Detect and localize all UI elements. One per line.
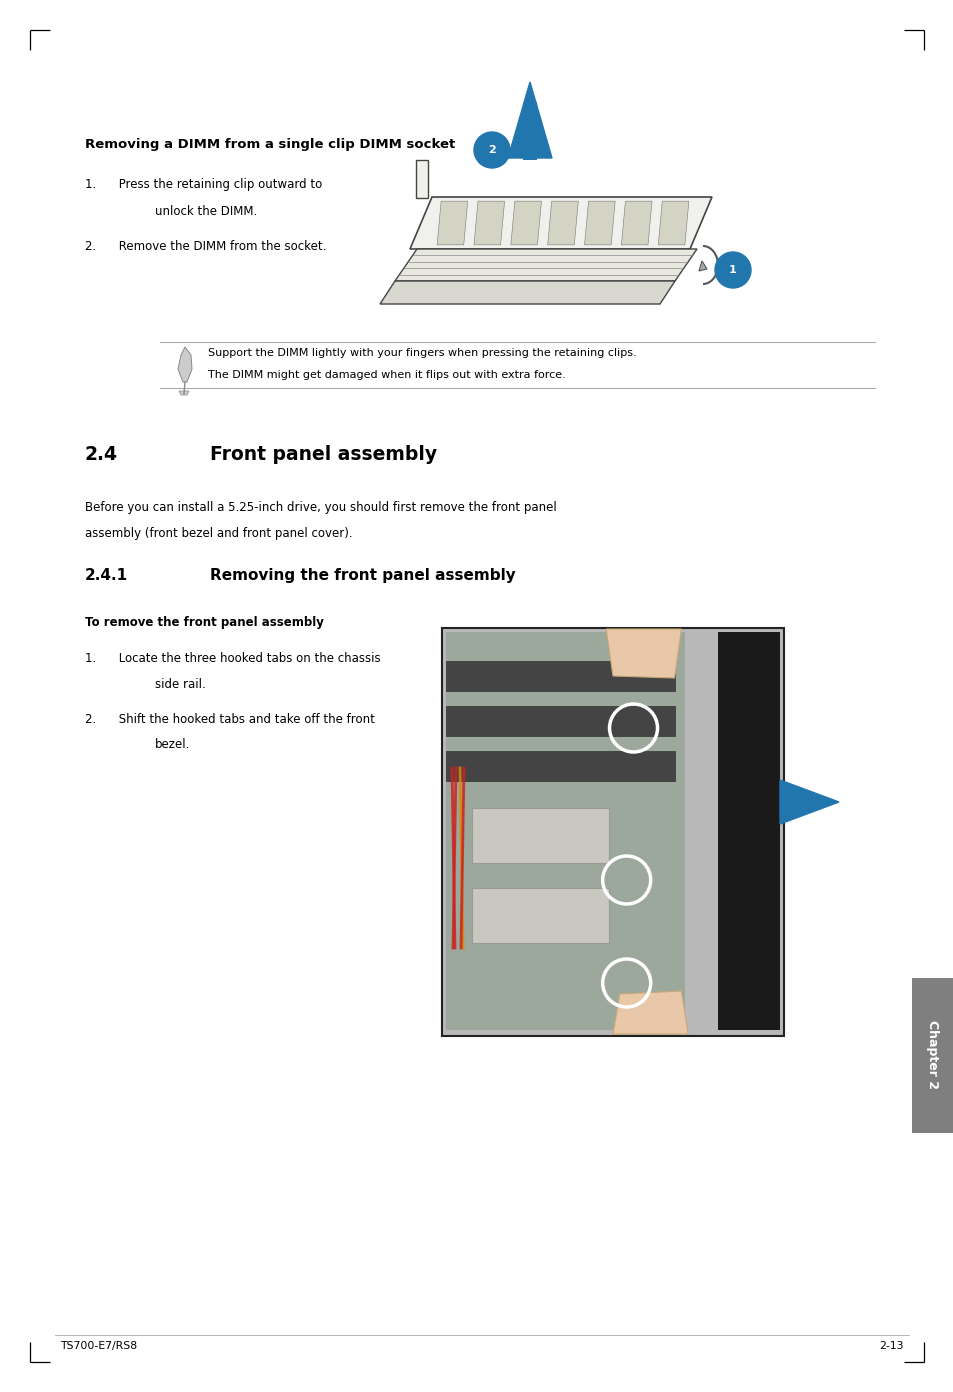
Polygon shape (395, 249, 697, 281)
Polygon shape (507, 82, 552, 159)
Polygon shape (510, 202, 541, 245)
Circle shape (474, 132, 510, 168)
Text: 2.      Shift the hooked tabs and take off the front: 2. Shift the hooked tabs and take off th… (85, 713, 375, 727)
FancyBboxPatch shape (911, 977, 953, 1133)
Text: 2.      Remove the DIMM from the socket.: 2. Remove the DIMM from the socket. (85, 239, 326, 253)
FancyBboxPatch shape (441, 628, 783, 1036)
Text: 1: 1 (728, 264, 736, 276)
Text: 2.4.1: 2.4.1 (85, 568, 128, 583)
Polygon shape (780, 780, 838, 824)
FancyBboxPatch shape (446, 632, 684, 1030)
Polygon shape (699, 262, 706, 271)
Polygon shape (547, 202, 578, 245)
Polygon shape (605, 629, 680, 678)
Text: 2.4: 2.4 (85, 445, 118, 464)
Polygon shape (584, 202, 615, 245)
FancyBboxPatch shape (472, 807, 608, 863)
Polygon shape (179, 391, 189, 395)
FancyBboxPatch shape (446, 661, 674, 690)
Polygon shape (620, 202, 651, 245)
Text: Front panel assembly: Front panel assembly (210, 445, 436, 464)
Text: 2: 2 (488, 145, 496, 155)
Text: 1.      Press the retaining clip outward to: 1. Press the retaining clip outward to (85, 178, 322, 191)
Text: TS700-E7/RS8: TS700-E7/RS8 (60, 1340, 137, 1352)
Text: 2-13: 2-13 (879, 1340, 903, 1352)
Text: Removing a DIMM from a single clip DIMM socket: Removing a DIMM from a single clip DIMM … (85, 138, 455, 150)
FancyBboxPatch shape (446, 706, 674, 736)
Text: side rail.: side rail. (154, 678, 206, 690)
FancyBboxPatch shape (416, 160, 428, 198)
FancyBboxPatch shape (446, 752, 674, 781)
Text: bezel.: bezel. (154, 738, 191, 752)
Text: Chapter 2: Chapter 2 (925, 1020, 939, 1090)
Text: unlock the DIMM.: unlock the DIMM. (154, 205, 257, 219)
Text: Before you can install a 5.25-inch drive, you should first remove the front pane: Before you can install a 5.25-inch drive… (85, 501, 557, 514)
FancyBboxPatch shape (718, 632, 780, 1030)
Polygon shape (436, 202, 467, 245)
Polygon shape (379, 281, 675, 303)
Polygon shape (658, 202, 688, 245)
Text: Support the DIMM lightly with your fingers when pressing the retaining clips.: Support the DIMM lightly with your finge… (208, 348, 636, 358)
Polygon shape (474, 202, 504, 245)
Text: 1.      Locate the three hooked tabs on the chassis: 1. Locate the three hooked tabs on the c… (85, 651, 380, 665)
Text: Removing the front panel assembly: Removing the front panel assembly (210, 568, 516, 583)
Text: To remove the front panel assembly: To remove the front panel assembly (85, 617, 323, 629)
Polygon shape (410, 198, 711, 249)
Polygon shape (178, 347, 192, 381)
FancyBboxPatch shape (472, 888, 608, 942)
Polygon shape (613, 991, 687, 1034)
Text: assembly (front bezel and front panel cover).: assembly (front bezel and front panel co… (85, 528, 353, 540)
Text: The DIMM might get damaged when it flips out with extra force.: The DIMM might get damaged when it flips… (208, 370, 565, 380)
Circle shape (714, 252, 750, 288)
